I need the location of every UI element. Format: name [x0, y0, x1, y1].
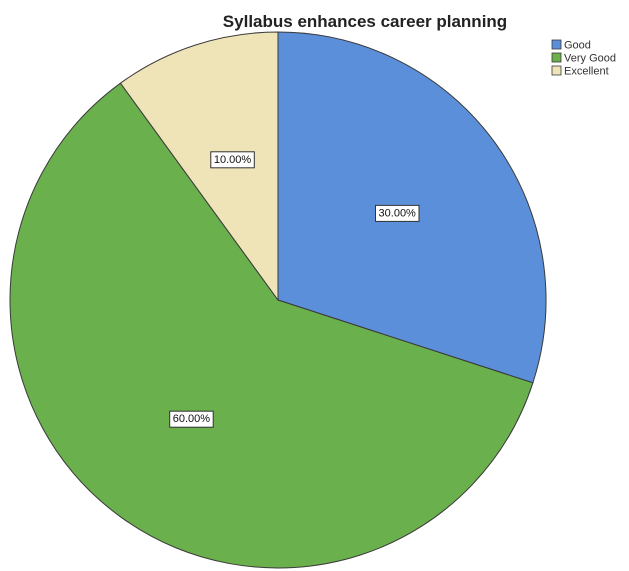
legend-swatch [551, 39, 562, 50]
slice-label-excellent: 10.00% [210, 151, 255, 169]
slice-label-text: 10.00% [214, 154, 252, 166]
slice-label-text: 30.00% [379, 207, 417, 219]
legend-swatch [551, 65, 562, 76]
legend-swatch [551, 52, 562, 63]
legend-item-good: Good [551, 39, 591, 52]
legend-item-excellent: Excellent [551, 65, 609, 78]
slice-label-good: 30.00% [375, 204, 420, 222]
pie-slices [9, 31, 547, 569]
slice-label-text: 60.00% [173, 413, 211, 425]
chart-title: Syllabus enhances career planning [223, 12, 507, 31]
slice-label-very-good: 60.00% [169, 410, 214, 428]
legend-label: Good [564, 40, 591, 52]
pie-slice-excellent [119, 31, 279, 302]
slice-label-box [169, 410, 214, 428]
pie-slice-very-good [9, 82, 534, 569]
legend-label: Very Good [564, 53, 616, 65]
slice-label-box [210, 151, 255, 169]
legend-label: Excellent [564, 66, 609, 78]
pie-slice-labels: 30.00% 60.00% 10.00% [169, 151, 420, 428]
slice-label-box [375, 204, 420, 222]
legend-item-very-good: Very Good [551, 52, 616, 65]
